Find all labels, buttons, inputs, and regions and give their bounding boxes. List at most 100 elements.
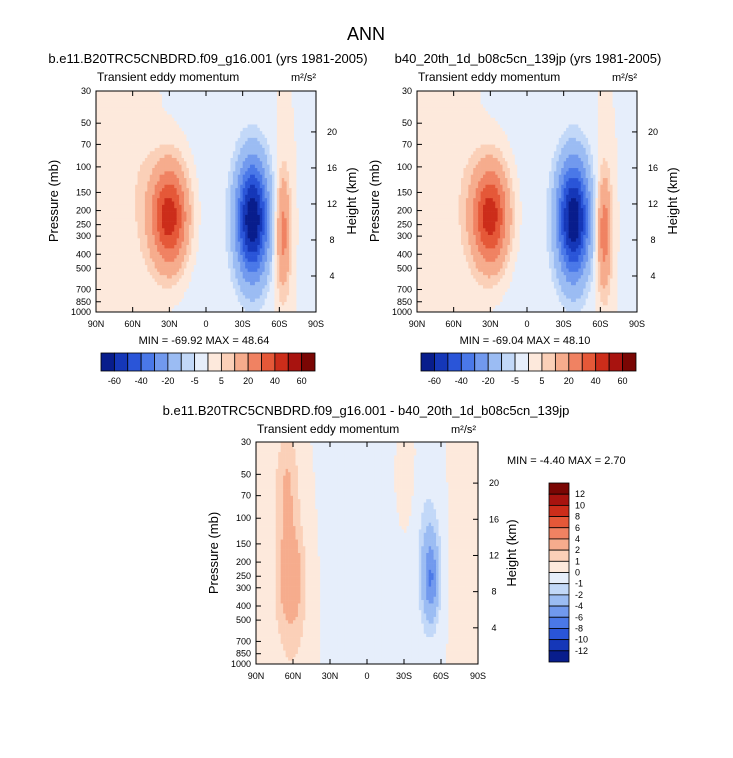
- panel-left-cell: [296, 117, 300, 122]
- panel-left-cell: [269, 238, 273, 242]
- panel-left-cell: [291, 204, 295, 209]
- panel-left-cell: [306, 104, 309, 109]
- panel-left-cell: [162, 107, 165, 112]
- panel-left-cell: [162, 144, 165, 149]
- panel-left-cell: [237, 178, 241, 182]
- panel-left-cell: [284, 104, 287, 109]
- panel-left-cell: [166, 181, 170, 186]
- panel-left-cell: [127, 157, 131, 162]
- panel-left-cell: [279, 268, 283, 273]
- panel-left-cell: [301, 147, 305, 152]
- panel-left-cell: [296, 234, 300, 239]
- panel-left-cell: [96, 147, 99, 152]
- panel-left-cell: [281, 271, 285, 276]
- panel-left-cell: [122, 181, 126, 186]
- panel-left-cell: [154, 211, 158, 216]
- panel-left-cell: [286, 188, 290, 192]
- panel-left-cell: [174, 101, 177, 105]
- panel-left-cell: [284, 154, 287, 159]
- panel-left-cell: [132, 104, 136, 109]
- panel-left-cell: [140, 198, 143, 202]
- panel-left-cell: [162, 211, 165, 216]
- panel-left-cell: [262, 198, 265, 202]
- panel-left-cell: [164, 101, 168, 105]
- panel-left-cell: [125, 114, 129, 119]
- panel-left-cell: [242, 214, 246, 219]
- panel-left-cell: [137, 265, 141, 269]
- panel-left-cell: [110, 265, 114, 269]
- panel-left-cell: [228, 127, 231, 132]
- panel-left-cell: [267, 191, 270, 196]
- panel-left-cell: [215, 204, 219, 209]
- panel-left-cell: [298, 181, 302, 186]
- panel-left-cell: [279, 258, 283, 263]
- panel-left-cell: [169, 238, 173, 242]
- panel-left-cell: [105, 181, 109, 186]
- panel-left-cell: [284, 231, 287, 236]
- panel-left-cell: [201, 224, 204, 229]
- panel-left-cell: [298, 211, 302, 216]
- panel-left-cell: [267, 204, 270, 209]
- panel-left-cell: [254, 144, 258, 149]
- panel-left-cell: [188, 208, 192, 212]
- panel-left-cell: [169, 97, 173, 102]
- panel-left-cell: [264, 137, 268, 142]
- panel-left-cell: [130, 154, 133, 159]
- panel-left-cell: [291, 251, 295, 256]
- panel-left-cell: [257, 104, 261, 109]
- panel-left-cell: [218, 221, 221, 226]
- panel-left-cell: [198, 271, 202, 276]
- panel-left-cell: [245, 184, 248, 189]
- panel-left-cell: [122, 117, 126, 122]
- panel-left-cell: [308, 241, 312, 246]
- panel-left-cell: [147, 164, 151, 169]
- panel-left-cell: [294, 94, 297, 98]
- panel-left-cell: [193, 161, 197, 165]
- panel-left-cell: [125, 161, 129, 165]
- panel-left-cell: [108, 271, 111, 276]
- panel-left-cell: [186, 261, 190, 266]
- panel-left-cell: [294, 161, 297, 165]
- panel-left-cell: [181, 221, 185, 226]
- panel-left-cell: [181, 268, 185, 273]
- panel-left-cell: [181, 178, 185, 182]
- panel-left-cell: [240, 194, 243, 199]
- panel-left-cell: [176, 104, 180, 109]
- panel-left-cell: [142, 171, 146, 176]
- panel-left-cell: [159, 275, 163, 279]
- panel-left-cell: [235, 241, 239, 246]
- panel-left-cell: [294, 201, 297, 206]
- panel-left-cell: [110, 107, 114, 112]
- panel-left-cell: [174, 275, 177, 279]
- panel-left-cell: [264, 127, 268, 132]
- panel-left-cell: [208, 161, 212, 165]
- panel-left-cell: [113, 201, 116, 206]
- panel-left-cell: [164, 238, 168, 242]
- panel-left-cell: [196, 121, 199, 125]
- panel-left-cell: [306, 157, 309, 162]
- panel-left-cell: [179, 265, 182, 269]
- panel-left-cell: [247, 258, 251, 263]
- panel-left-cell: [245, 224, 248, 229]
- panel-left-cell: [122, 214, 126, 219]
- panel-left-cell: [245, 178, 248, 182]
- panel-left-cell: [100, 181, 104, 186]
- panel-left-cell: [313, 147, 317, 152]
- panel-left-cell: [188, 275, 192, 279]
- panel-left-cell: [257, 101, 261, 105]
- panel-left-cell: [142, 117, 146, 122]
- panel-left-cell: [259, 171, 263, 176]
- panel-left-cell: [276, 97, 280, 102]
- panel-left-cell: [152, 174, 155, 179]
- panel-left-cell: [105, 91, 109, 95]
- panel-left-cell: [208, 131, 212, 135]
- panel-left-cell: [289, 261, 292, 266]
- panel-left-cell: [230, 211, 234, 216]
- panel-left-cell: [137, 127, 141, 132]
- panel-left-cell: [127, 211, 131, 216]
- panel-left-cell: [303, 164, 307, 169]
- panel-left-cell: [210, 124, 214, 129]
- panel-left-cell: [259, 131, 263, 135]
- panel-left-cell: [191, 111, 195, 115]
- panel-left-cell: [294, 147, 297, 152]
